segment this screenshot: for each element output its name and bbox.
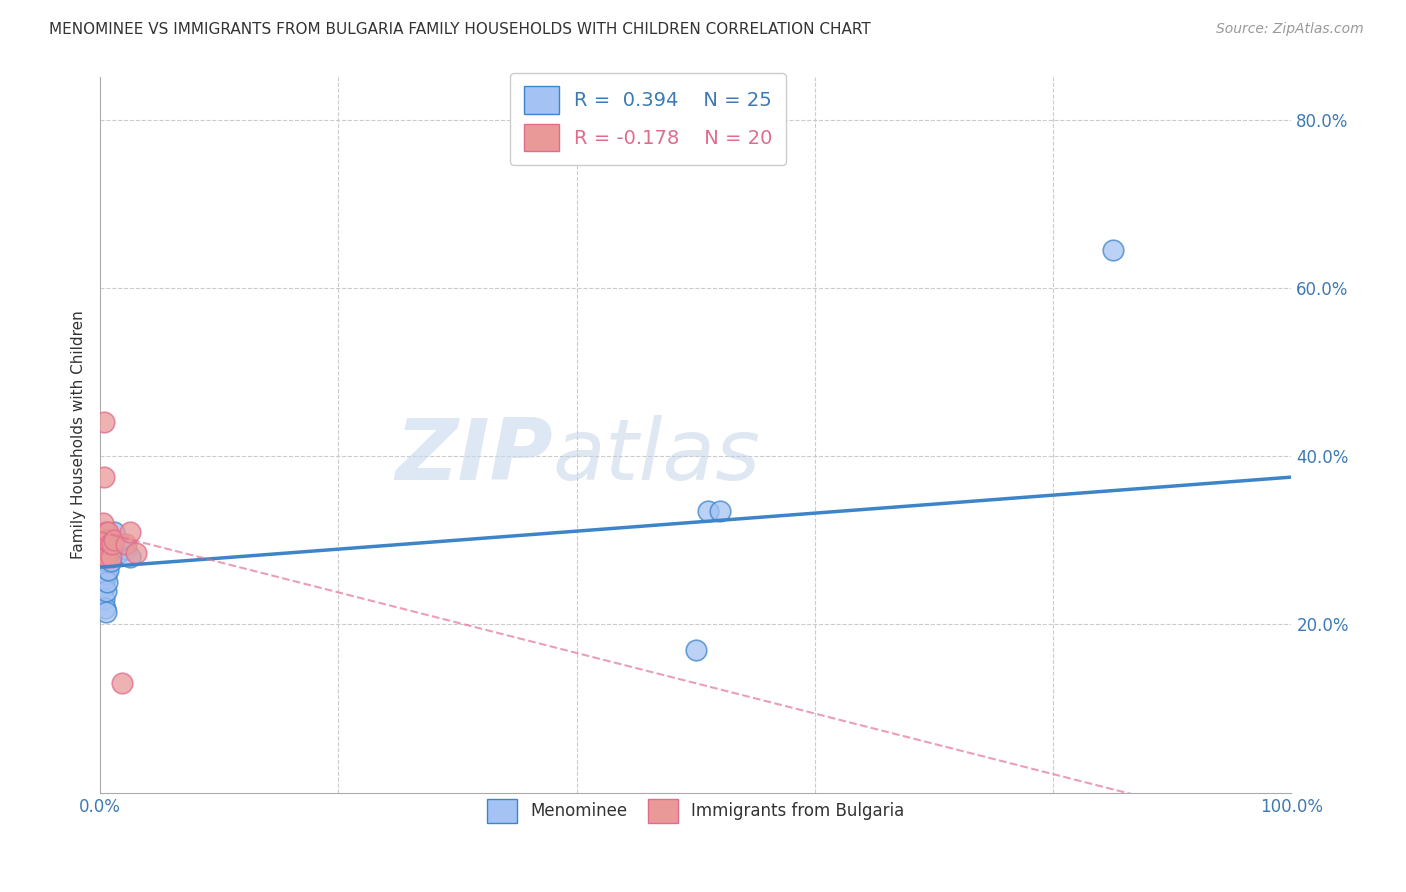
Point bbox=[101, 537, 124, 551]
Point bbox=[94, 546, 117, 560]
Point bbox=[107, 546, 129, 560]
Point bbox=[103, 533, 125, 548]
Text: ZIP: ZIP bbox=[395, 415, 553, 498]
Point bbox=[125, 546, 148, 560]
Legend: Menominee, Immigrants from Bulgaria: Menominee, Immigrants from Bulgaria bbox=[475, 788, 915, 834]
Point bbox=[94, 571, 117, 585]
Point bbox=[96, 533, 118, 548]
Point bbox=[94, 566, 117, 581]
Point bbox=[96, 550, 118, 565]
Text: MENOMINEE VS IMMIGRANTS FROM BULGARIA FAMILY HOUSEHOLDS WITH CHILDREN CORRELATIO: MENOMINEE VS IMMIGRANTS FROM BULGARIA FA… bbox=[49, 22, 870, 37]
Point bbox=[1101, 243, 1123, 257]
Point bbox=[94, 600, 117, 615]
Text: atlas: atlas bbox=[553, 415, 761, 498]
Point bbox=[94, 550, 117, 565]
Point bbox=[93, 592, 115, 607]
Point bbox=[685, 642, 707, 657]
Point bbox=[118, 550, 141, 565]
Point bbox=[100, 550, 122, 565]
Point bbox=[93, 416, 115, 430]
Point bbox=[94, 524, 117, 539]
Point bbox=[94, 537, 117, 551]
Point bbox=[100, 554, 122, 568]
Point bbox=[93, 470, 115, 484]
Point bbox=[96, 554, 118, 568]
Point bbox=[90, 537, 112, 551]
Point bbox=[115, 541, 138, 556]
Point bbox=[94, 558, 117, 573]
Point bbox=[91, 516, 114, 531]
Point bbox=[101, 541, 124, 556]
Point bbox=[97, 524, 120, 539]
Point bbox=[103, 524, 125, 539]
Point bbox=[98, 533, 121, 548]
Point bbox=[97, 546, 120, 560]
Point bbox=[91, 563, 114, 577]
Point bbox=[709, 504, 731, 518]
Point bbox=[110, 676, 132, 690]
Point bbox=[94, 605, 117, 619]
Point bbox=[93, 580, 115, 594]
Text: Source: ZipAtlas.com: Source: ZipAtlas.com bbox=[1216, 22, 1364, 37]
Point bbox=[97, 563, 120, 577]
Point bbox=[696, 504, 718, 518]
Point bbox=[94, 583, 117, 598]
Point bbox=[118, 524, 141, 539]
Point bbox=[98, 537, 121, 551]
Point bbox=[91, 533, 114, 548]
Point bbox=[110, 537, 132, 551]
Point bbox=[115, 537, 138, 551]
Y-axis label: Family Households with Children: Family Households with Children bbox=[72, 310, 86, 559]
Point bbox=[96, 575, 118, 590]
